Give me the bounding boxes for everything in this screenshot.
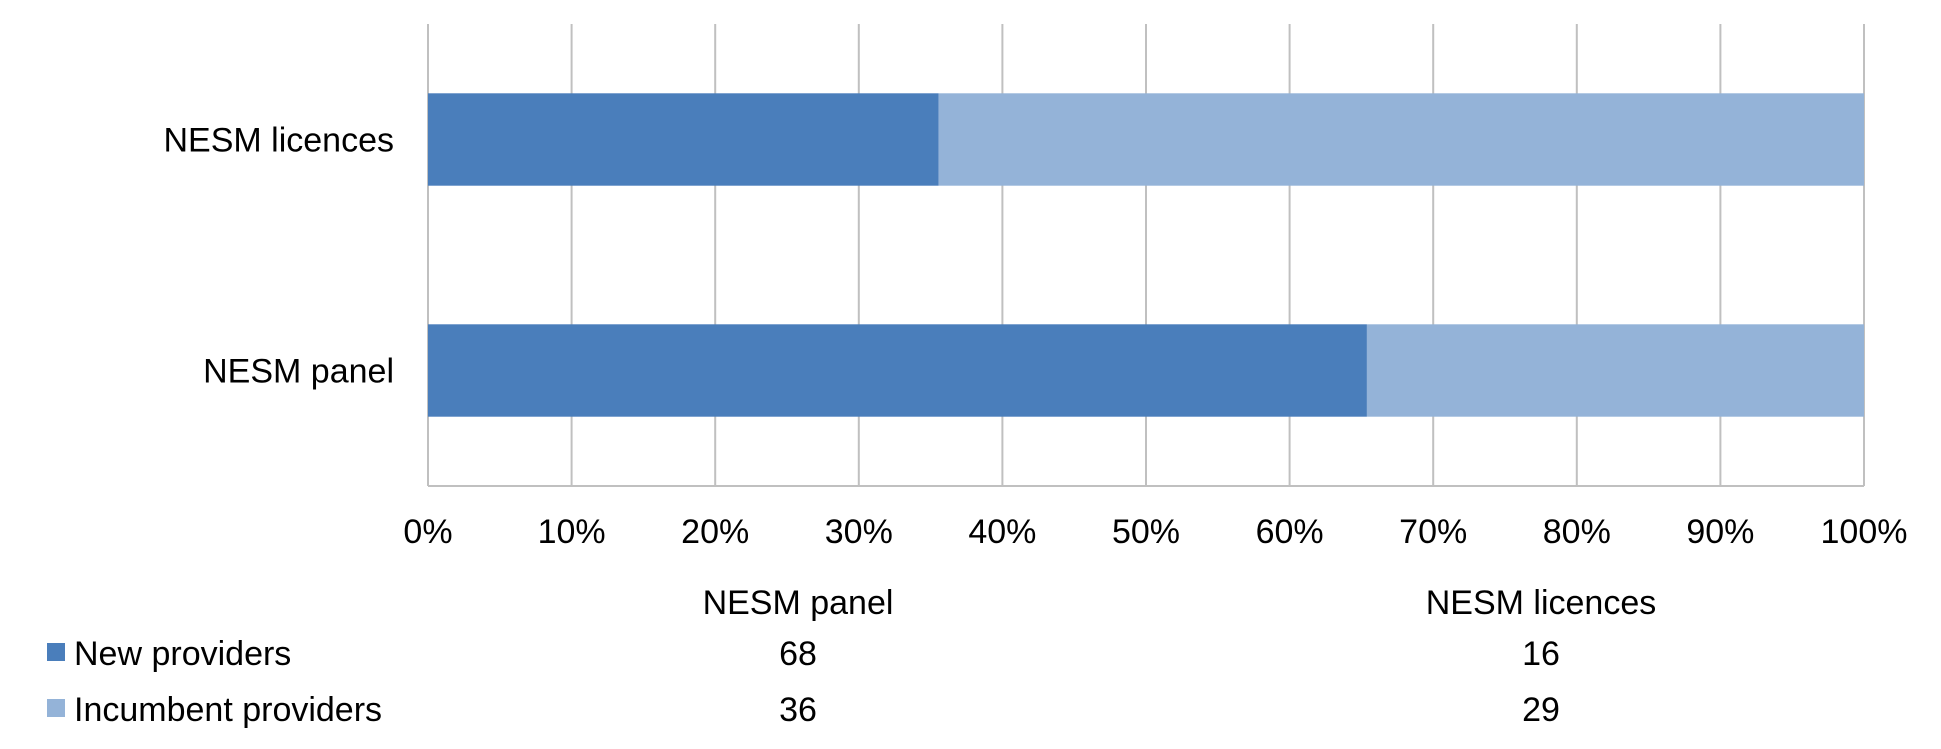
table-column-header: NESM panel xyxy=(703,584,894,622)
bar-layer xyxy=(428,93,1864,417)
table-cell-value: 16 xyxy=(1522,635,1560,673)
legend-key-new-providers xyxy=(47,643,65,661)
bar-segment-nesm-panel-new-providers xyxy=(428,324,1367,417)
y-category-label: NESM panel xyxy=(203,353,394,391)
x-tick-label: 60% xyxy=(1256,513,1324,551)
axis-layer: 0% 10% 20% 30% 40% 50% 60% 70% 80% 90% 100% NESM li… xyxy=(163,122,1907,552)
table-cell-value: 68 xyxy=(779,635,817,673)
table-row-label: New providers xyxy=(74,635,291,673)
data-table: NESM panel NESM licences New providers 68 16… xyxy=(47,584,1656,729)
x-tick-label: 10% xyxy=(538,513,606,551)
x-tick-label: 30% xyxy=(825,513,893,551)
table-cell-value: 36 xyxy=(779,691,817,729)
legend-key-incumbent-providers xyxy=(47,699,65,717)
table-column-header: NESM licences xyxy=(1426,584,1657,622)
x-tick-label: 80% xyxy=(1543,513,1611,551)
x-tick-label: 20% xyxy=(681,513,749,551)
table-row-label: Incumbent providers xyxy=(74,691,382,729)
x-tick-label: 90% xyxy=(1686,513,1754,551)
x-tick-label: 50% xyxy=(1112,513,1180,551)
y-category-label: NESM licences xyxy=(163,122,394,160)
bar-segment-nesm-licences-incumbent-providers xyxy=(938,93,1864,186)
x-tick-label: 70% xyxy=(1399,513,1467,551)
x-tick-label: 0% xyxy=(403,513,452,551)
table-cell-value: 29 xyxy=(1522,691,1560,729)
bar-segment-nesm-licences-new-providers xyxy=(428,93,939,186)
bar-segment-nesm-panel-incumbent-providers xyxy=(1366,324,1864,417)
x-tick-label: 40% xyxy=(968,513,1036,551)
x-tick-label: 100% xyxy=(1821,513,1908,551)
